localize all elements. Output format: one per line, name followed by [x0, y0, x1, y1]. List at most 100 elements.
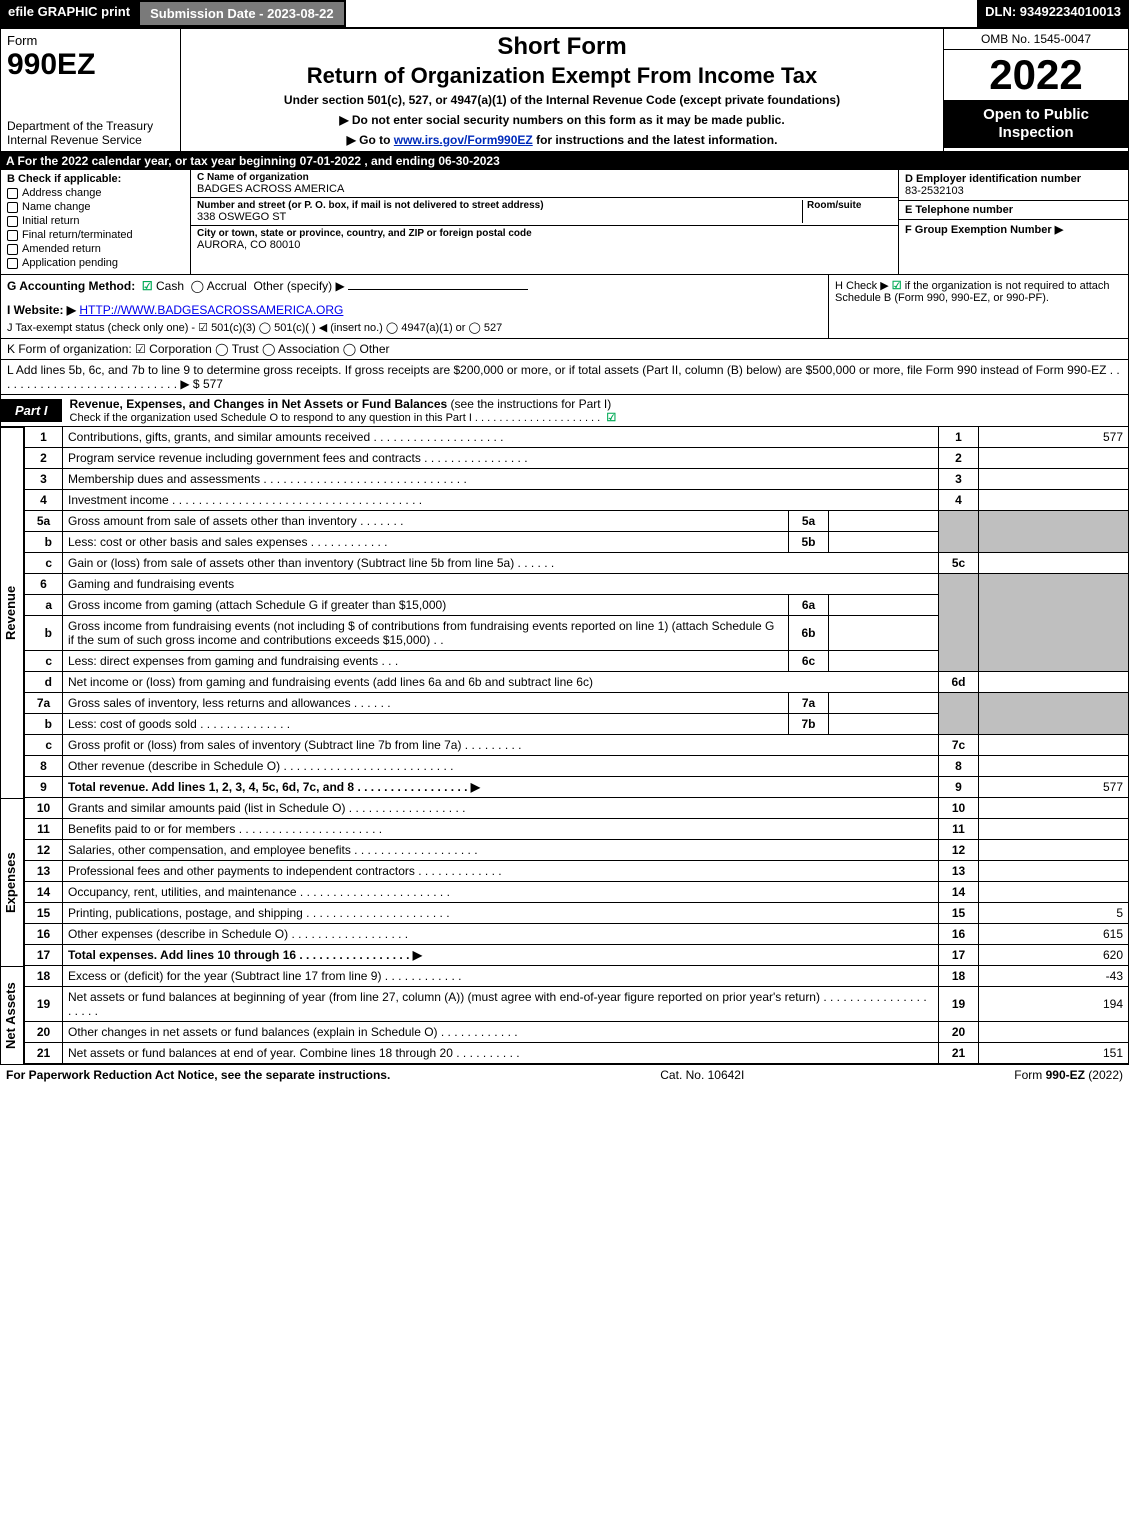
check-icon: ☑ — [142, 279, 153, 293]
website-link[interactable]: HTTP://WWW.BADGESACROSSAMERICA.ORG — [79, 303, 343, 317]
l6a-boxval[interactable] — [829, 595, 939, 616]
line-5c: cGain or (loss) from sale of assets othe… — [25, 553, 1129, 574]
line-20: 20Other changes in net assets or fund ba… — [25, 1022, 1129, 1043]
tax-year: 2022 — [944, 50, 1128, 100]
l21-val: 151 — [979, 1043, 1129, 1064]
check-icon: ☑ — [606, 412, 616, 424]
checkbox-initial-return[interactable] — [7, 216, 18, 227]
org-name: BADGES ACROSS AMERICA — [197, 183, 892, 195]
l7a-num: 7a — [25, 693, 63, 714]
part-i-tab: Part I — [1, 399, 62, 422]
part-i-header: Part I Revenue, Expenses, and Changes in… — [0, 395, 1129, 427]
l5a-desc: Gross amount from sale of assets other t… — [63, 511, 789, 532]
l1-rnum: 1 — [939, 427, 979, 448]
line-11: 11Benefits paid to or for members . . . … — [25, 819, 1129, 840]
other-specify-input[interactable] — [348, 289, 528, 290]
shade-7 — [939, 693, 979, 735]
checkbox-name-change[interactable] — [7, 202, 18, 213]
l15-rnum: 15 — [939, 903, 979, 924]
line-2: 2Program service revenue including gover… — [25, 448, 1129, 469]
l6a-desc: Gross income from gaming (attach Schedul… — [63, 595, 789, 616]
l5b-num: b — [25, 532, 63, 553]
l8-val — [979, 756, 1129, 777]
l6c-boxval[interactable] — [829, 651, 939, 672]
l13-desc: Professional fees and other payments to … — [63, 861, 939, 882]
l4-val — [979, 490, 1129, 511]
group-exemption-label: F Group Exemption Number ▶ — [905, 223, 1122, 236]
checkbox-application-pending[interactable] — [7, 258, 18, 269]
l13-rnum: 13 — [939, 861, 979, 882]
l19-val: 194 — [979, 987, 1129, 1022]
l5c-rnum: 5c — [939, 553, 979, 574]
l9-rnum: 9 — [939, 777, 979, 798]
city-label: City or town, state or province, country… — [197, 228, 892, 239]
header-left: Form 990EZ Department of the Treasury In… — [1, 29, 181, 151]
city-row: City or town, state or province, country… — [191, 226, 898, 253]
l2-num: 2 — [25, 448, 63, 469]
l9-desc: Total revenue. Add lines 1, 2, 3, 4, 5c,… — [63, 777, 939, 798]
l2-desc: Program service revenue including govern… — [63, 448, 939, 469]
line-21: 21Net assets or fund balances at end of … — [25, 1043, 1129, 1064]
l5b-boxval[interactable] — [829, 532, 939, 553]
l7c-rnum: 7c — [939, 735, 979, 756]
topbar-spacer — [346, 0, 978, 27]
l9-val: 577 — [979, 777, 1129, 798]
line-1: 1Contributions, gifts, grants, and simil… — [25, 427, 1129, 448]
l3-rnum: 3 — [939, 469, 979, 490]
revenue-section: Revenue 1Contributions, gifts, grants, a… — [0, 427, 1129, 798]
revenue-table: 1Contributions, gifts, grants, and simil… — [24, 427, 1129, 798]
line-9: 9Total revenue. Add lines 1, 2, 3, 4, 5c… — [25, 777, 1129, 798]
telephone-row: E Telephone number — [899, 201, 1128, 220]
row-l-amount: 577 — [203, 377, 223, 391]
revenue-vertical-label: Revenue — [0, 427, 24, 798]
l12-num: 12 — [25, 840, 63, 861]
l17-val: 620 — [979, 945, 1129, 966]
form-subtitle: Under section 501(c), 527, or 4947(a)(1)… — [187, 93, 937, 107]
l4-num: 4 — [25, 490, 63, 511]
checkbox-address-change[interactable] — [7, 188, 18, 199]
efile-print-label[interactable]: efile GRAPHIC print — [0, 0, 138, 27]
footer-right: Form 990-EZ (2022) — [1014, 1068, 1123, 1082]
l21-num: 21 — [25, 1043, 63, 1064]
l15-val: 5 — [979, 903, 1129, 924]
info-grid: B Check if applicable: Address change Na… — [0, 170, 1129, 275]
l5c-desc: Gain or (loss) from sale of assets other… — [63, 553, 939, 574]
checkbox-final-return[interactable] — [7, 230, 18, 241]
l21-rnum: 21 — [939, 1043, 979, 1064]
submission-date: Submission Date - 2023-08-22 — [138, 0, 346, 27]
line-15: 15Printing, publications, postage, and s… — [25, 903, 1129, 924]
l10-val — [979, 798, 1129, 819]
expenses-vertical-label: Expenses — [0, 798, 24, 966]
l5c-num: c — [25, 553, 63, 574]
l8-num: 8 — [25, 756, 63, 777]
l3-val — [979, 469, 1129, 490]
part-i-title-bold: Revenue, Expenses, and Changes in Net As… — [70, 397, 448, 411]
line-13: 13Professional fees and other payments t… — [25, 861, 1129, 882]
l18-desc: Excess or (deficit) for the year (Subtra… — [63, 966, 939, 987]
open-to-public-badge: Open to Public Inspection — [944, 100, 1128, 148]
irs-link[interactable]: www.irs.gov/Form990EZ — [394, 133, 533, 147]
checkbox-amended-return[interactable] — [7, 244, 18, 255]
l17-num: 17 — [25, 945, 63, 966]
l5a-boxval[interactable] — [829, 511, 939, 532]
l1-num: 1 — [25, 427, 63, 448]
l7c-desc: Gross profit or (loss) from sales of inv… — [63, 735, 939, 756]
l2-val — [979, 448, 1129, 469]
line-3: 3Membership dues and assessments . . . .… — [25, 469, 1129, 490]
g-cash: Cash — [156, 279, 184, 293]
instr2-pre: ▶ Go to — [347, 133, 394, 147]
l8-desc: Other revenue (describe in Schedule O) .… — [63, 756, 939, 777]
line-8: 8Other revenue (describe in Schedule O) … — [25, 756, 1129, 777]
l14-num: 14 — [25, 882, 63, 903]
l6b-boxval[interactable] — [829, 616, 939, 651]
l10-num: 10 — [25, 798, 63, 819]
l7a-boxval[interactable] — [829, 693, 939, 714]
l7b-boxval[interactable] — [829, 714, 939, 735]
l15-num: 15 — [25, 903, 63, 924]
l8-rnum: 8 — [939, 756, 979, 777]
expenses-section: Expenses 10Grants and similar amounts pa… — [0, 798, 1129, 966]
l12-desc: Salaries, other compensation, and employ… — [63, 840, 939, 861]
l5a-box: 5a — [789, 511, 829, 532]
l6c-box: 6c — [789, 651, 829, 672]
l11-rnum: 11 — [939, 819, 979, 840]
